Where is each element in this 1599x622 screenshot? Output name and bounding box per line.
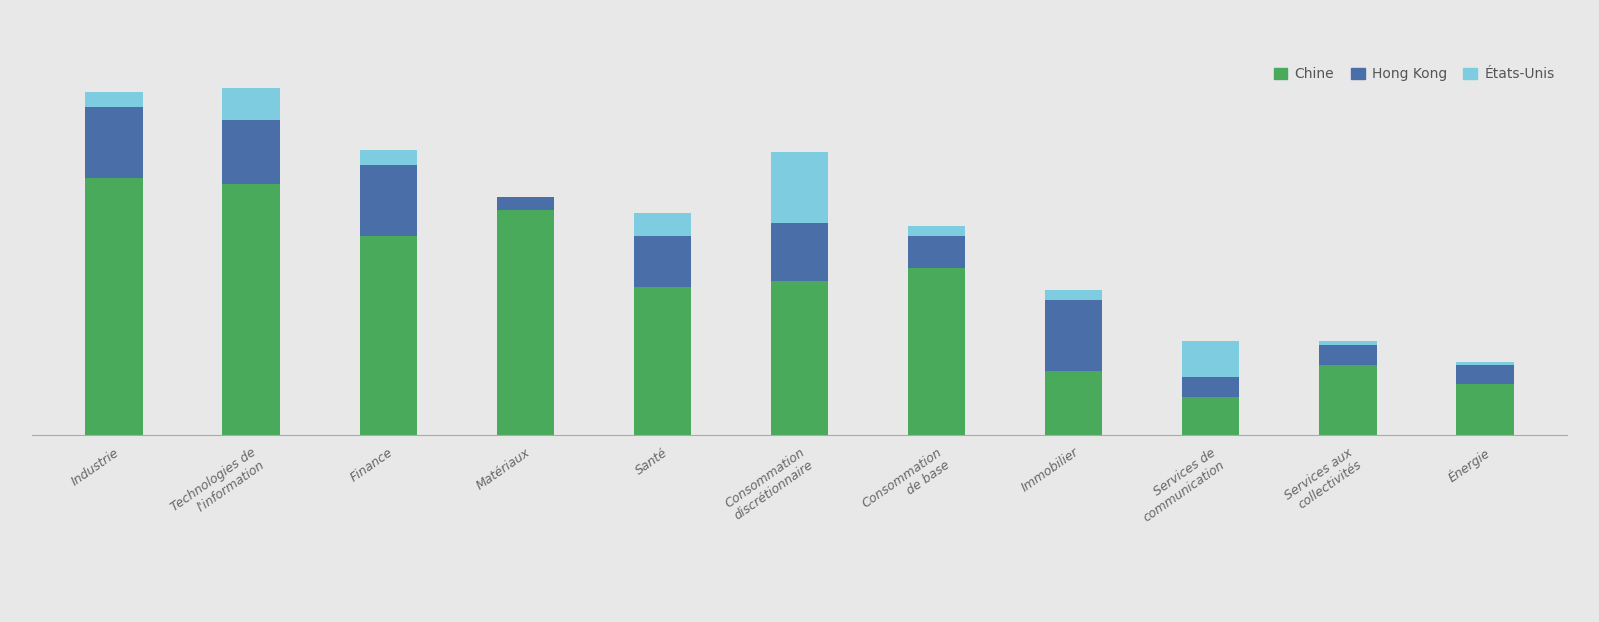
Bar [771, 152, 828, 223]
Bar [771, 223, 828, 281]
Bar [1182, 397, 1239, 435]
Bar [222, 185, 280, 435]
Bar [497, 210, 555, 435]
Bar [1457, 364, 1514, 384]
Bar [1044, 371, 1102, 435]
Bar [85, 92, 142, 107]
Bar [497, 197, 555, 210]
Bar [1319, 341, 1377, 345]
Bar [633, 213, 691, 236]
Bar [1044, 290, 1102, 300]
Bar [908, 268, 966, 435]
Bar [1182, 378, 1239, 397]
Bar [908, 226, 966, 236]
Bar [908, 236, 966, 268]
Bar [1182, 341, 1239, 378]
Bar [222, 120, 280, 185]
Bar [1457, 362, 1514, 364]
Legend: Chine, Hong Kong, États-Unis: Chine, Hong Kong, États-Unis [1268, 62, 1561, 87]
Bar [85, 107, 142, 178]
Bar [1457, 384, 1514, 435]
Bar [360, 150, 417, 165]
Bar [360, 165, 417, 236]
Bar [633, 236, 691, 287]
Bar [771, 281, 828, 435]
Bar [1044, 300, 1102, 371]
Bar [222, 88, 280, 120]
Bar [85, 178, 142, 435]
Bar [1319, 345, 1377, 364]
Bar [1319, 364, 1377, 435]
Bar [360, 236, 417, 435]
Bar [633, 287, 691, 435]
